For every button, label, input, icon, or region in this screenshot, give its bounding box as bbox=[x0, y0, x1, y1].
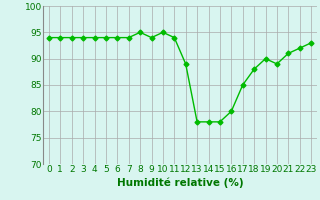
X-axis label: Humidité relative (%): Humidité relative (%) bbox=[117, 177, 243, 188]
